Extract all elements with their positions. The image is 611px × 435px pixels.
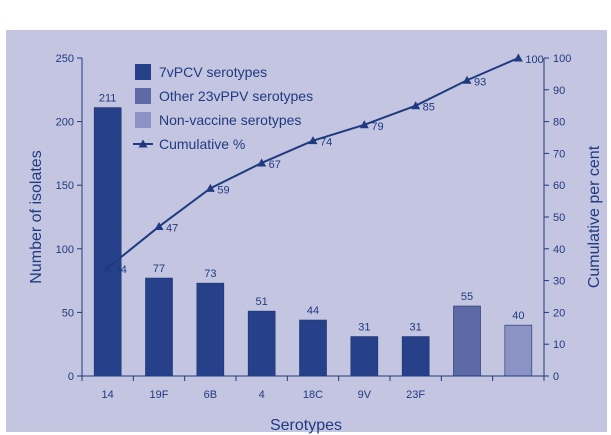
legend-swatch <box>135 88 151 104</box>
y-tick-label: 200 <box>56 117 74 129</box>
legend-swatch <box>135 64 151 80</box>
y2-tick-label: 100 <box>553 53 571 65</box>
bar <box>247 310 276 377</box>
legend-label: Cumulative % <box>159 136 245 152</box>
cumulative-value-label: 100 <box>525 54 543 66</box>
y2-tick-label: 20 <box>553 307 565 319</box>
cumulative-point <box>308 136 318 145</box>
bar-value-label: 55 <box>461 291 473 303</box>
axes-layer: 0 50 100 150 200 250 0 10 20 30 40 50 60 70 80 90 100 14 1… <box>56 53 572 401</box>
bars-layer <box>93 107 533 377</box>
bar <box>145 277 173 377</box>
cumulative-value-label: 67 <box>269 159 281 171</box>
cumulative-value-label: 93 <box>474 76 486 88</box>
y2-axis-label: Cumulative per cent <box>586 145 603 288</box>
cumulative-value-label: 34 <box>115 264 127 276</box>
cumulative-line-layer: 34 47 59 67 74 79 85 93 100 <box>103 53 544 276</box>
y-tick-label: 100 <box>56 244 74 256</box>
y2-tick-label: 60 <box>553 180 565 192</box>
y2-tick-label: 10 <box>553 339 565 351</box>
bar <box>93 107 122 377</box>
y-tick-label: 250 <box>56 53 74 65</box>
bar-value-label: 31 <box>358 322 370 334</box>
cumulative-value-label: 85 <box>423 102 435 114</box>
cumulative-point <box>257 158 267 167</box>
bar-value-label: 73 <box>204 268 216 280</box>
x-tick-label: 19F <box>150 389 169 401</box>
cumulative-point <box>411 101 421 110</box>
bar-value-label: 211 <box>99 93 117 105</box>
x-tick-label: 6B <box>204 389 217 401</box>
bar <box>401 336 430 377</box>
legend-label: Non-vaccine serotypes <box>159 112 301 128</box>
y-axis-label: Number of isolates <box>28 150 45 283</box>
y-tick-label: 0 <box>68 371 74 383</box>
bar <box>453 305 481 377</box>
bar <box>504 324 533 377</box>
y-tick-label: 150 <box>56 180 74 192</box>
cumulative-point <box>154 222 164 231</box>
y2-tick-label: 40 <box>553 244 565 256</box>
legend-label: 7vPCV serotypes <box>159 64 267 80</box>
bar <box>196 282 225 377</box>
legend: 7vPCV serotypes Other 23vPPV serotypes Non… <box>133 64 313 152</box>
y2-tick-label: 50 <box>553 212 565 224</box>
cumulative-point <box>205 183 215 192</box>
bar-labels-layer: 211 77 73 51 44 31 31 55 40 <box>99 93 525 334</box>
bar-value-label: 40 <box>512 310 524 322</box>
x-axis-label: Serotypes <box>270 417 342 434</box>
x-tick-label: 9V <box>358 389 372 401</box>
cumulative-value-label: 79 <box>371 121 383 133</box>
bar-value-label: 51 <box>256 296 268 308</box>
bar <box>299 319 327 377</box>
x-tick-label: 4 <box>259 389 265 401</box>
bar <box>350 336 379 377</box>
y2-tick-label: 90 <box>553 85 565 97</box>
cumulative-value-label: 74 <box>320 137 332 149</box>
cumulative-point <box>462 75 472 84</box>
cumulative-value-label: 59 <box>217 184 229 196</box>
legend-swatch <box>135 112 151 128</box>
cumulative-point <box>359 120 369 129</box>
y2-tick-label: 80 <box>553 117 565 129</box>
y2-tick-label: 70 <box>553 148 565 160</box>
x-tick-label: 18C <box>303 389 323 401</box>
y2-tick-label: 0 <box>553 371 559 383</box>
y-tick-label: 50 <box>62 307 74 319</box>
bar-value-label: 44 <box>307 305 319 317</box>
cumulative-value-label: 47 <box>166 223 178 235</box>
y2-tick-label: 30 <box>553 276 565 288</box>
cumulative-point <box>103 263 113 272</box>
x-tick-label: 14 <box>102 389 114 401</box>
cumulative-point <box>513 53 523 62</box>
x-tick-label: 23F <box>406 389 425 401</box>
bar-value-label: 77 <box>153 263 165 275</box>
legend-marker <box>138 139 148 148</box>
bar-value-label: 31 <box>410 322 422 334</box>
legend-label: Other 23vPPV serotypes <box>159 88 313 104</box>
